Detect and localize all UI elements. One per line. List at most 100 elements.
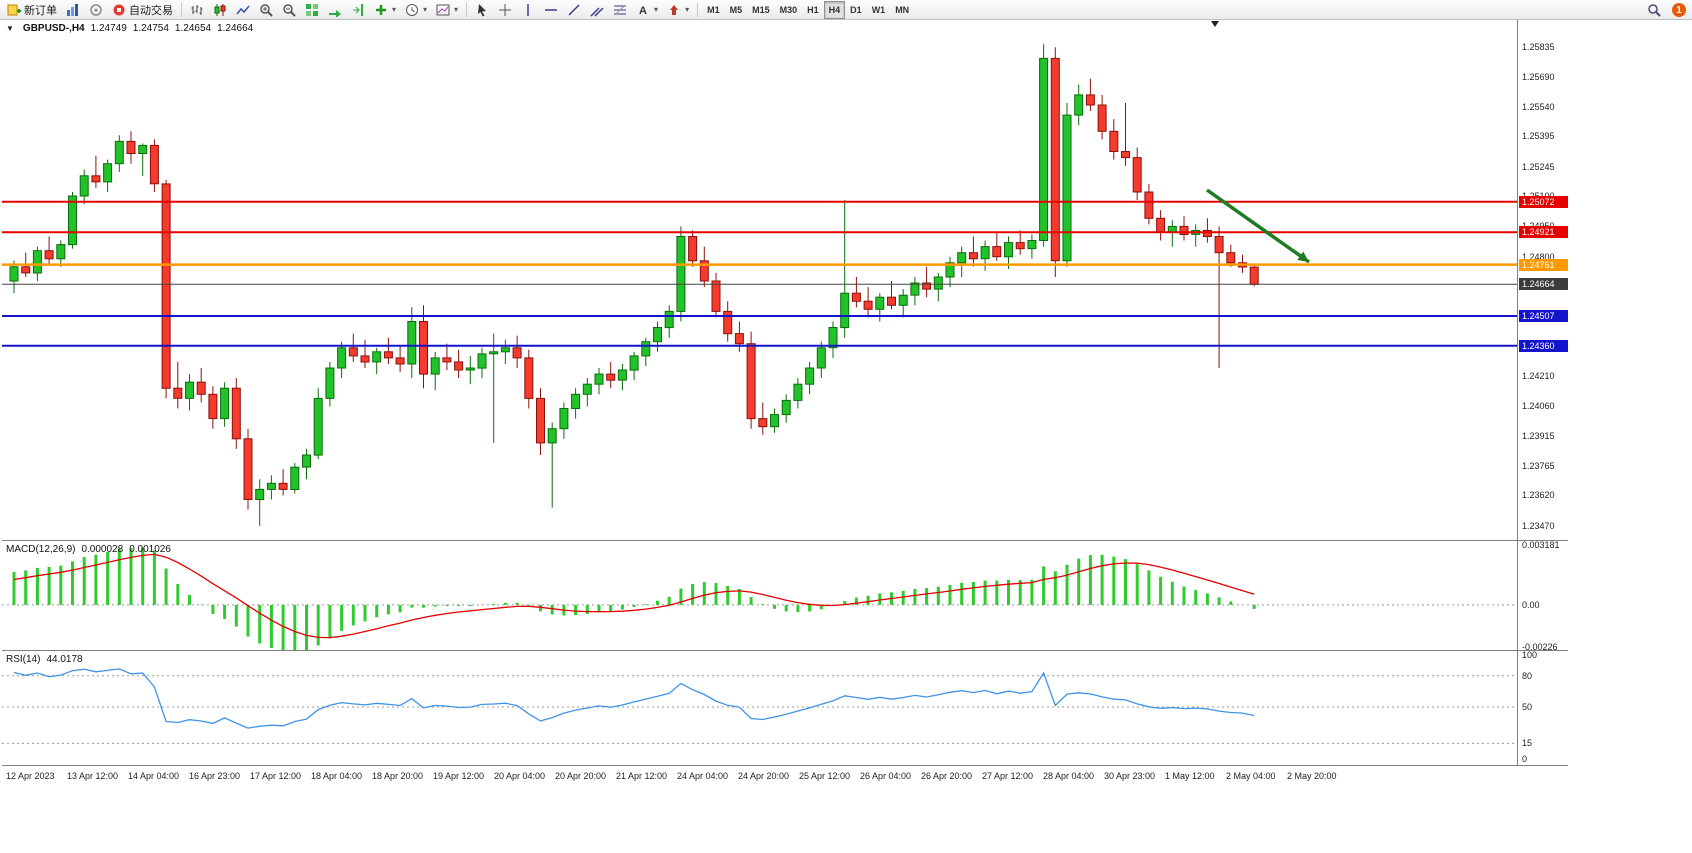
trendline-button[interactable] (563, 1, 585, 19)
templates-button[interactable]: ▾ (432, 1, 462, 19)
timeframe-m1-button[interactable]: M1 (702, 1, 725, 19)
timeframe-h1-button[interactable]: H1 (802, 1, 824, 19)
macd-axis-label: 0.003181 (1522, 540, 1560, 551)
candlestick-chart[interactable] (2, 20, 1518, 540)
new-chart-button[interactable] (62, 1, 84, 19)
ohlc-close: 1.24664 (217, 23, 254, 34)
time-axis-label: 13 Apr 12:00 (67, 771, 119, 781)
time-axis-label: 16 Apr 23:00 (189, 771, 241, 781)
search-button[interactable] (1643, 1, 1665, 19)
notification-badge[interactable]: 1 (1672, 3, 1686, 17)
timeframe-m5-button[interactable]: M5 (725, 1, 748, 19)
auto-scroll-button[interactable] (324, 1, 346, 19)
price-axis[interactable]: 1.258351.256901.255401.253951.252451.251… (1519, 20, 1568, 540)
timeframe-m15-button[interactable]: M15 (747, 1, 775, 19)
cursor-icon (478, 3, 487, 16)
macd-axis-label: 0.00 (1522, 599, 1540, 610)
time-axis[interactable]: 12 Apr 2023 13 Apr 12:00 14 Apr 04:00 16 Ap… (2, 766, 1568, 788)
main-chart-panel: 1.258351.256901.255401.253951.252451.251… (2, 20, 1568, 541)
rsi-axis-label: 100 (1522, 650, 1538, 660)
crosshair-button[interactable] (494, 1, 516, 19)
ohlc-open: 1.24749 (90, 23, 127, 34)
timeframe-m30-button[interactable]: M30 (775, 1, 803, 19)
price-tag: 1.24360 (1519, 339, 1568, 352)
price-tag: 1.25072 (1519, 195, 1568, 208)
chart-collapse-button[interactable]: ▼ (6, 24, 14, 33)
candle-chart-type-button[interactable] (209, 1, 231, 19)
arrows-icon (670, 4, 679, 15)
price-axis-label: 1.23470 (1522, 520, 1555, 531)
templates-icon (436, 4, 450, 15)
crosshair-icon (499, 3, 512, 16)
rsi-axis[interactable]: 100 80 50 15 0 (1519, 650, 1568, 765)
fibonacci-button[interactable] (609, 1, 631, 19)
chevron-down-icon: ▾ (454, 4, 459, 14)
new-order-button[interactable]: 新订单 (3, 1, 61, 19)
time-axis-label: 2 May 20:00 (1287, 771, 1337, 781)
toolbar-separator (697, 2, 699, 17)
tile-windows-button[interactable] (301, 1, 323, 19)
time-axis-label: 14 Apr 04:00 (128, 771, 180, 781)
rsi-axis-label: 80 (1522, 670, 1533, 681)
rsi-panel: 100 80 50 15 0 RSI(14) 44.0178 (2, 650, 1568, 766)
rsi-title: RSI(14) (6, 654, 41, 665)
channel-button[interactable] (586, 1, 608, 19)
zoom-in-icon (260, 3, 273, 17)
macd-panel: 0.003181 0.00 -0.00226 MACD(12,26,9) 0.000… (2, 540, 1568, 653)
time-axis-label: 19 Apr 12:00 (433, 771, 485, 781)
price-axis-label: 1.23915 (1522, 430, 1555, 441)
svg-text:A: A (639, 5, 647, 17)
price-axis-label: 1.25835 (1522, 42, 1555, 53)
indicators-button[interactable]: ▾ (370, 1, 400, 19)
cursor-button[interactable] (471, 1, 493, 19)
time-axis-label: 2 May 04:00 (1226, 771, 1276, 781)
line-chart-type-icon (236, 5, 250, 14)
macd-chart[interactable] (2, 541, 1518, 650)
timeframe-d1-button[interactable]: D1 (845, 1, 867, 19)
time-axis-label: 28 Apr 04:00 (1043, 771, 1095, 781)
new-order-label: 新订单 (24, 4, 57, 17)
time-axis-label: 18 Apr 04:00 (311, 771, 363, 781)
arrows-button[interactable]: ▾ (663, 1, 693, 19)
chevron-down-icon: ▾ (685, 4, 690, 14)
new-order-icon (7, 4, 21, 15)
ohlc-low: 1.24654 (174, 23, 212, 34)
candle-chart-type-icon (214, 3, 226, 16)
price-tag: 1.24761 (1519, 258, 1568, 271)
zoom-in-button[interactable] (255, 1, 277, 19)
macd-axis[interactable]: 0.003181 0.00 -0.00226 (1519, 540, 1568, 653)
chart-shift-button[interactable] (347, 1, 369, 19)
zoom-out-button[interactable] (278, 1, 300, 19)
chart-window: 1.258351.256901.255401.253951.252451.251… (2, 20, 1568, 789)
timeframe-mn-button[interactable]: MN (890, 1, 914, 19)
periods-button[interactable]: ▾ (401, 1, 431, 19)
chevron-down-icon: ▾ (654, 4, 659, 14)
price-axis-label: 1.24800 (1522, 251, 1555, 262)
time-axis-label: 17 Apr 12:00 (250, 771, 302, 781)
macd-axis-label: -0.00226 (1522, 642, 1558, 653)
timeframe-w1-button[interactable]: W1 (867, 1, 891, 19)
rsi-chart[interactable] (2, 651, 1518, 765)
timeframe-h4-button[interactable]: H4 (823, 0, 846, 19)
auto-trading-button[interactable]: 自动交易 (108, 1, 177, 19)
time-axis-label: 20 Apr 20:00 (555, 771, 607, 781)
toolbar-separator (466, 2, 468, 17)
vertical-line-button[interactable] (517, 1, 539, 19)
search-icon (1648, 4, 1661, 17)
profiles-icon (90, 3, 102, 16)
profiles-button[interactable] (85, 1, 107, 19)
text-button[interactable]: A ▾ (632, 1, 662, 19)
bar-chart-type-icon (191, 4, 203, 15)
line-chart-type-button[interactable] (232, 1, 254, 19)
auto-scroll-icon (329, 9, 341, 17)
chart-title-ohlc: ▼ GBPUSD-,H4 1.24749 1.24754 1.24654 1.2… (6, 23, 253, 34)
horizontal-line-button[interactable] (540, 1, 562, 19)
rsi-axis-label: 0 (1522, 754, 1528, 764)
price-axis-label: 1.24060 (1522, 401, 1555, 412)
chart-shift-icon (353, 3, 363, 16)
rsi-value: 44.0178 (46, 654, 83, 665)
price-tag: 1.24664 (1519, 278, 1568, 291)
auto-trading-icon (113, 4, 125, 15)
trendline-icon (568, 3, 580, 16)
bar-chart-type-button[interactable] (186, 1, 208, 19)
